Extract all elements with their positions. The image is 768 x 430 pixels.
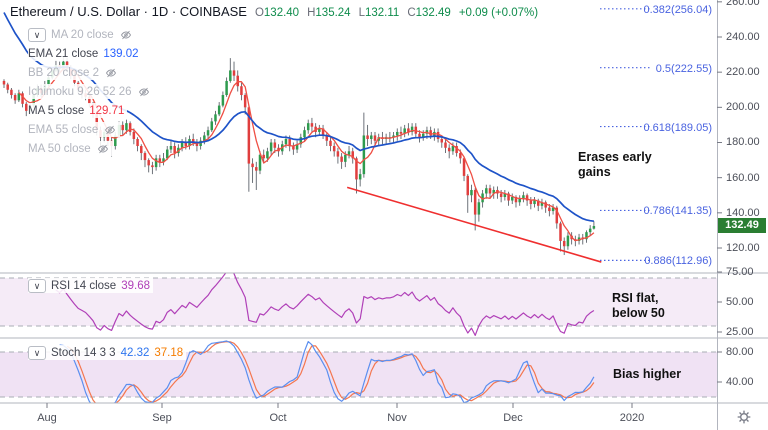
- annotation-bias-higher: Bias higher: [613, 367, 682, 381]
- legend-row-ema21[interactable]: EMA 21 close 139.02: [28, 46, 142, 61]
- stoch-label: Stoch 14 3 3: [51, 346, 116, 359]
- eye-hidden-icon[interactable]: [119, 29, 133, 41]
- rsi-value: 39.68: [121, 279, 150, 292]
- settings-gear-icon[interactable]: [736, 409, 752, 425]
- collapse-stoch-pane-button[interactable]: ∨: [28, 345, 46, 360]
- indicator-label-ema55: EMA 55 close: [28, 123, 99, 136]
- legend-row-bb[interactable]: BB 20 close 2: [28, 65, 121, 80]
- legend-row-ichimoku[interactable]: Ichimoku 9 26 52 26: [28, 84, 154, 99]
- collapse-rsi-pane-button[interactable]: ∨: [28, 278, 46, 293]
- legend-row-ma50[interactable]: MA 50 close: [28, 141, 113, 156]
- collapse-indicators-button[interactable]: ∨: [28, 27, 46, 42]
- rsi-label: RSI 14 close: [51, 279, 117, 292]
- indicator-label-bb: BB 20 close 2: [28, 66, 99, 79]
- eye-hidden-icon[interactable]: [96, 143, 110, 155]
- legend-row-stoch[interactable]: ∨ Stoch 14 3 3 42.32 37.18: [28, 345, 187, 360]
- chevron-down-icon: ∨: [33, 29, 41, 40]
- stoch-d-value: 37.18: [154, 346, 184, 359]
- last-price-badge: 132.49: [718, 218, 766, 234]
- indicator-label-ichimoku: Ichimoku 9 26 52 26: [28, 85, 132, 98]
- ohlc-low: L132.11: [358, 7, 400, 19]
- indicator-label-ema21: EMA 21 close: [28, 47, 99, 60]
- chevron-down-icon: ∨: [33, 347, 41, 358]
- annotation-erases-early-gains: Erases early gains: [578, 150, 652, 179]
- ohlc-high: H135.24: [307, 7, 351, 19]
- price-change: +0.09 (+0.07%): [458, 7, 539, 19]
- legend-row-rsi[interactable]: ∨ RSI 14 close 39.68: [28, 278, 153, 293]
- legend-row-ma5[interactable]: MA 5 close 129.71: [28, 103, 128, 118]
- legend-row-ema55[interactable]: EMA 55 close: [28, 122, 121, 137]
- ma5-value: 129.71: [89, 104, 125, 117]
- eye-hidden-icon[interactable]: [104, 67, 118, 79]
- legend-row-ma20[interactable]: ∨ MA 20 close: [28, 27, 136, 42]
- symbol-title: Ethereum / U.S. Dollar · 1D · COINBASE: [10, 4, 247, 19]
- eye-hidden-icon[interactable]: [103, 124, 117, 136]
- chart-title-row: Ethereum / U.S. Dollar · 1D · COINBASE O…: [10, 3, 543, 20]
- chevron-down-icon: ∨: [33, 280, 41, 291]
- indicator-label-ma50: MA 50 close: [28, 142, 91, 155]
- ema21-value: 139.02: [103, 47, 139, 60]
- ohlc-close: C132.49: [407, 7, 451, 19]
- annotation-rsi-flat: RSI flat, below 50: [612, 291, 665, 320]
- eye-hidden-icon[interactable]: [137, 86, 151, 98]
- indicator-label-ma20: MA 20 close: [51, 28, 114, 41]
- indicator-label-ma5: MA 5 close: [28, 104, 85, 117]
- ohlc-open: O132.40: [254, 7, 300, 19]
- stoch-k-value: 42.32: [120, 346, 150, 359]
